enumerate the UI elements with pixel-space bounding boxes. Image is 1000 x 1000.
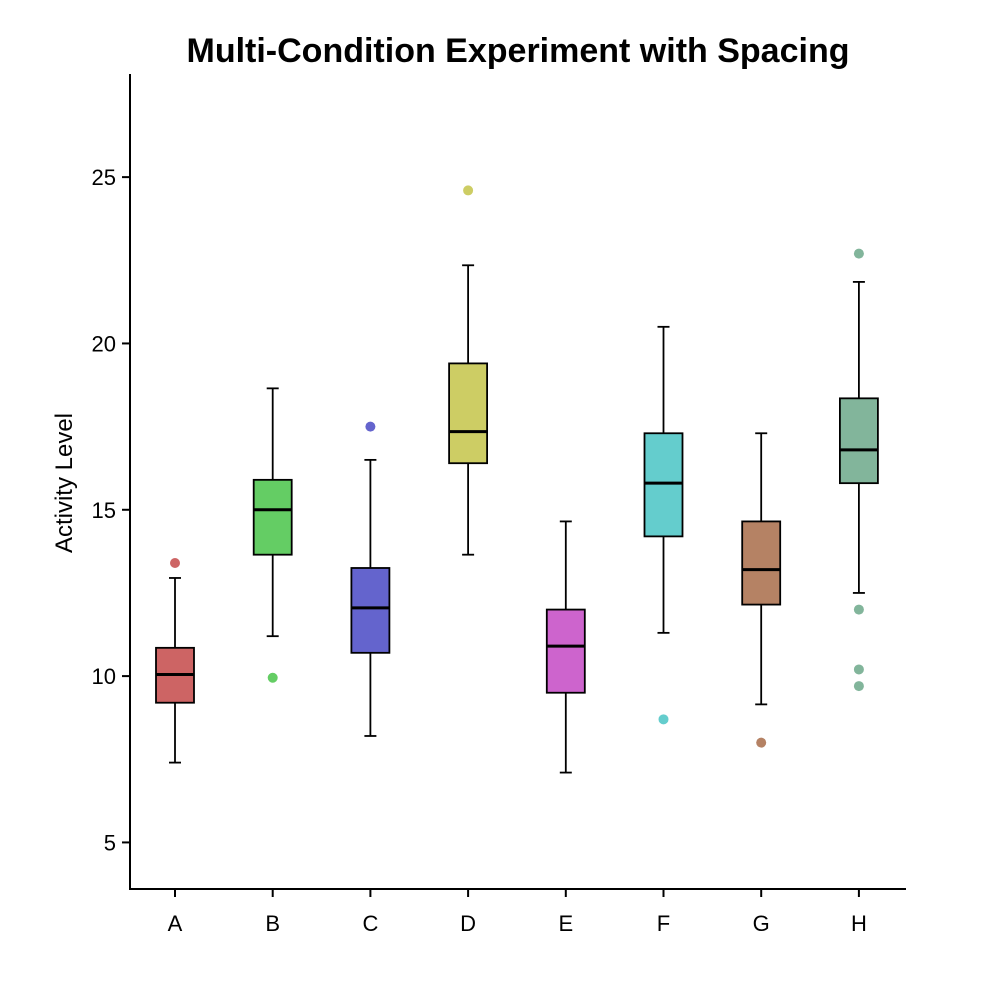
- outlier-point: [365, 421, 376, 432]
- box-C: [350, 567, 391, 654]
- y-axis-label: Activity Level: [51, 413, 78, 553]
- y-tick-label: 25: [92, 165, 116, 190]
- y-tick-label: 10: [92, 664, 116, 689]
- outlier-point: [267, 672, 278, 683]
- x-tick-label: C: [362, 911, 378, 936]
- chart-marks: 5 10 15 20 25 A B C D E F G H: [92, 165, 879, 936]
- box-D: [448, 362, 489, 465]
- outlier-point: [756, 737, 767, 748]
- outlier-point: [853, 604, 864, 615]
- x-tick-label: E: [558, 911, 573, 936]
- box-B: [252, 478, 293, 556]
- y-tick-label: 20: [92, 331, 116, 356]
- x-tick-label: H: [851, 911, 867, 936]
- outlier-point: [658, 714, 669, 725]
- box-G: [741, 520, 782, 606]
- y-tick-label: 5: [104, 830, 116, 855]
- chart-title: Multi-Condition Experiment with Spacing: [187, 32, 850, 70]
- x-tick-label: D: [460, 911, 476, 936]
- x-tick-label: G: [753, 911, 770, 936]
- box-H: [839, 397, 879, 485]
- x-tick-label: A: [168, 911, 183, 936]
- outlier-point: [853, 664, 864, 675]
- x-tick-label: B: [265, 911, 280, 936]
- outlier-point: [853, 681, 864, 692]
- box-E: [545, 608, 586, 694]
- outlier-point: [170, 558, 180, 568]
- outlier-point: [853, 248, 864, 259]
- outlier-point: [463, 185, 474, 196]
- box-F: [643, 432, 684, 538]
- y-tick-label: 15: [92, 498, 116, 523]
- x-tick-label: F: [657, 911, 670, 936]
